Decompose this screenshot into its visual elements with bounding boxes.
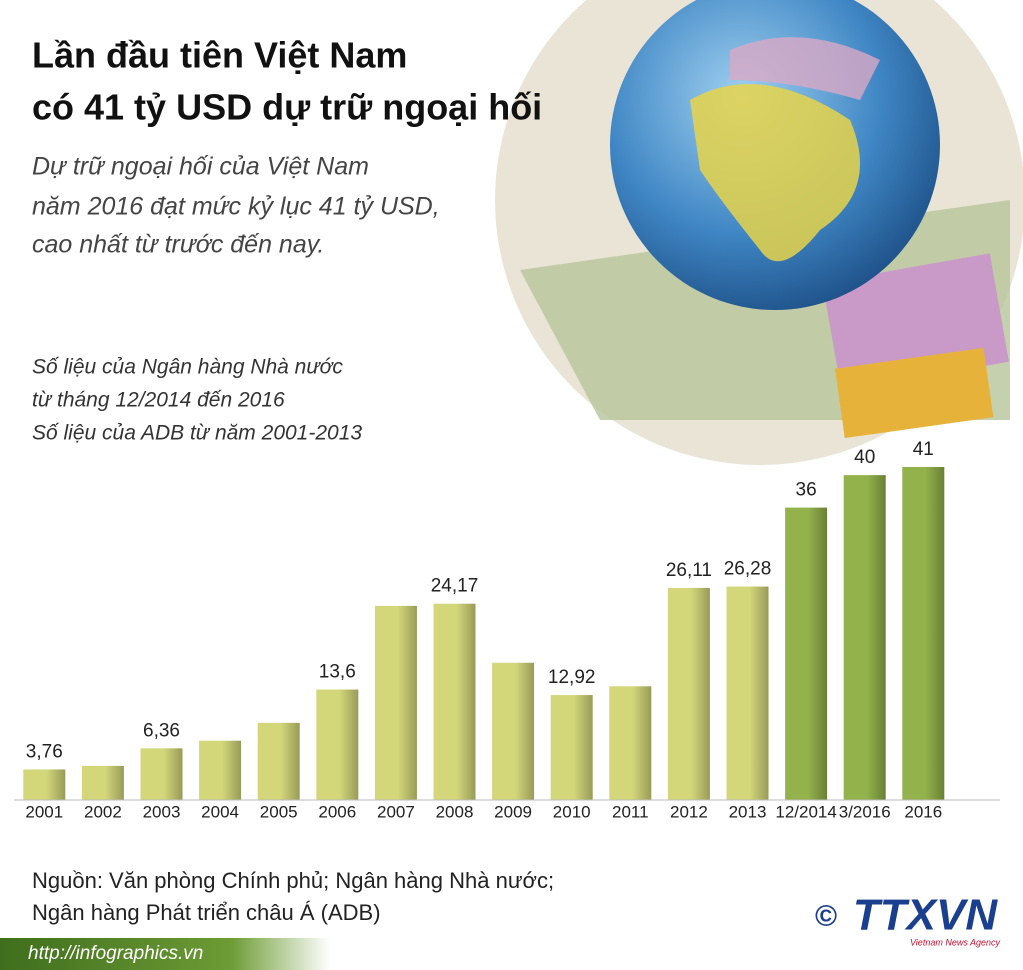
value-label: 26,28	[724, 559, 772, 580]
bar	[433, 603, 476, 800]
note-line: Số liệu của ADB từ năm 2001-2013	[32, 422, 362, 445]
globe-illustration	[495, 0, 1023, 465]
title: Lần đầu tiên Việt Nam có 41 tỷ USD dự tr…	[32, 35, 542, 128]
value-label: 41	[913, 439, 934, 460]
x-tick-label: 2007	[377, 802, 415, 821]
bar	[199, 740, 242, 800]
note-line: Số liệu của Ngân hàng Nhà nước	[32, 356, 343, 379]
bar	[492, 662, 535, 800]
bar	[316, 689, 359, 800]
x-tick-label: 2010	[553, 802, 591, 821]
value-label: 36	[796, 480, 817, 501]
bar	[726, 586, 769, 800]
note-line: từ tháng 12/2014 đến 2016	[32, 389, 285, 412]
bar	[257, 722, 300, 800]
x-tick-label: 2008	[436, 802, 474, 821]
source-line: Ngân hàng Phát triển châu Á (ADB)	[32, 900, 381, 925]
x-tick-label: 2016	[904, 802, 942, 821]
bar	[609, 686, 652, 800]
value-label: 12,92	[548, 667, 596, 688]
bar	[667, 587, 710, 800]
value-label: 3,76	[26, 741, 63, 762]
x-tick-label: 2009	[494, 802, 532, 821]
value-label: 6,36	[143, 720, 180, 741]
bar	[550, 695, 593, 800]
title-line: Lần đầu tiên Việt Nam	[32, 35, 407, 76]
subtitle-line: năm 2016 đạt mức kỷ lục 41 tỷ USD,	[32, 193, 440, 221]
notes: Số liệu của Ngân hàng Nhà nước từ tháng …	[32, 356, 362, 445]
logo-tagline: Vietnam News Agency	[910, 937, 1001, 947]
bar	[140, 748, 183, 800]
x-tick-label: 2011	[612, 802, 649, 821]
source-line: Nguồn: Văn phòng Chính phủ; Ngân hàng Nh…	[32, 868, 554, 893]
x-tick-label: 2003	[143, 802, 181, 821]
value-label: 26,11	[666, 560, 712, 581]
bars: 3,76 2001 2002 6,36 2003 2004 2005 13,6 2006 2007…	[14, 439, 1000, 821]
subtitle: Dự trữ ngoại hối của Việt Nam năm 2016 đ…	[32, 153, 440, 259]
value-label: 24,17	[431, 576, 479, 597]
bar	[23, 769, 66, 800]
x-tick-label: 12/2014	[775, 802, 836, 821]
bar	[902, 467, 945, 800]
x-tick-label: 2013	[729, 802, 767, 821]
x-tick-label: 2002	[84, 802, 122, 821]
bar	[374, 605, 417, 800]
bar	[843, 475, 886, 800]
value-label: 40	[854, 447, 875, 468]
logo: TTXVN	[853, 891, 998, 940]
bar	[785, 507, 828, 800]
bar	[81, 765, 124, 800]
x-tick-label: 2006	[318, 802, 356, 821]
footer-url: http://infographics.vn	[28, 943, 203, 964]
x-tick-label: 2005	[260, 802, 298, 821]
x-tick-label: 2012	[670, 802, 708, 821]
subtitle-line: Dự trữ ngoại hối của Việt Nam	[32, 153, 369, 181]
subtitle-line: cao nhất từ trước đến nay.	[32, 231, 324, 259]
x-tick-label: 2001	[25, 802, 63, 821]
copyright: ©	[815, 900, 837, 933]
footer-band	[0, 938, 330, 970]
value-label: 13,6	[319, 662, 356, 683]
x-tick-label: 3/2016	[839, 802, 891, 821]
source: Nguồn: Văn phòng Chính phủ; Ngân hàng Nh…	[32, 868, 554, 925]
title-line: có 41 tỷ USD dự trữ ngoại hối	[32, 87, 542, 128]
x-tick-label: 2004	[201, 802, 239, 821]
